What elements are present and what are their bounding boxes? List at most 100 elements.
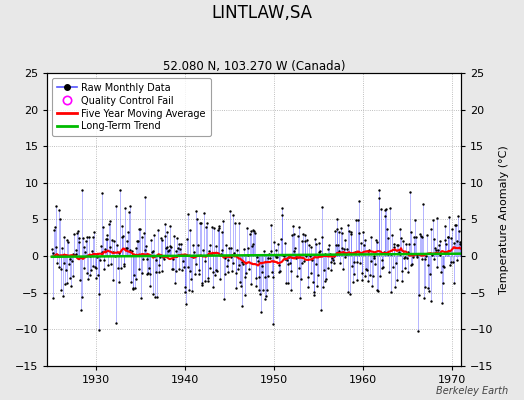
Point xyxy=(158,268,167,275)
Point xyxy=(48,295,57,301)
Point xyxy=(179,258,187,265)
Point xyxy=(364,278,372,284)
Point xyxy=(350,270,358,277)
Point xyxy=(398,278,407,284)
Point xyxy=(307,244,315,250)
Point xyxy=(91,264,99,270)
Point xyxy=(64,260,73,267)
Point xyxy=(330,253,338,260)
Point xyxy=(341,254,350,260)
Point xyxy=(281,256,290,262)
Point xyxy=(390,241,399,248)
Point xyxy=(48,246,56,252)
Point xyxy=(443,234,452,240)
Point xyxy=(318,234,326,240)
Point xyxy=(376,273,385,280)
Point xyxy=(157,236,166,243)
Point xyxy=(225,208,234,214)
Point xyxy=(243,245,252,251)
Point xyxy=(404,249,412,256)
Point xyxy=(119,233,127,240)
Point xyxy=(78,187,86,193)
Point xyxy=(325,242,333,248)
Point xyxy=(452,222,460,228)
Point xyxy=(257,268,266,275)
Point xyxy=(253,254,261,260)
Point xyxy=(115,249,124,256)
Point xyxy=(211,272,219,278)
Point xyxy=(332,226,341,232)
Point xyxy=(62,266,70,273)
Point xyxy=(377,205,385,212)
Point xyxy=(361,237,369,244)
Point xyxy=(312,260,320,267)
Point xyxy=(283,260,292,267)
Point xyxy=(272,246,281,253)
Point xyxy=(386,251,395,257)
Point xyxy=(97,249,106,256)
Point xyxy=(79,234,87,241)
Point xyxy=(320,266,328,273)
Point xyxy=(162,244,171,251)
Point xyxy=(312,241,321,248)
Point xyxy=(419,201,428,208)
Point xyxy=(163,229,172,236)
Point xyxy=(191,271,199,278)
Point xyxy=(206,242,215,248)
Point xyxy=(400,254,408,261)
Point xyxy=(273,254,281,260)
Point xyxy=(146,282,155,289)
Point xyxy=(299,231,308,237)
Point xyxy=(252,282,260,289)
Point xyxy=(175,240,183,247)
Point xyxy=(314,272,322,278)
Point xyxy=(111,253,119,259)
Point xyxy=(63,237,72,243)
Point xyxy=(413,254,421,260)
Point xyxy=(117,265,125,271)
Point xyxy=(286,260,294,266)
Point xyxy=(99,224,107,230)
Point xyxy=(208,224,216,230)
Point xyxy=(291,255,300,262)
Point xyxy=(100,257,108,263)
Point xyxy=(397,235,405,242)
Point xyxy=(207,251,215,257)
Point xyxy=(280,253,288,259)
Point xyxy=(105,218,114,224)
Point xyxy=(134,238,142,244)
Point xyxy=(250,228,258,234)
Point xyxy=(316,307,325,313)
Point xyxy=(198,282,206,288)
Point xyxy=(348,263,356,269)
Point xyxy=(181,289,190,295)
Point xyxy=(106,244,115,250)
Point xyxy=(385,269,394,275)
Point xyxy=(424,285,433,291)
Point xyxy=(430,236,439,242)
Point xyxy=(336,260,344,266)
Point xyxy=(434,242,443,248)
Point xyxy=(389,244,398,250)
Point xyxy=(321,278,329,284)
Point xyxy=(212,267,221,274)
Point xyxy=(420,295,428,302)
Point xyxy=(180,264,188,270)
Point xyxy=(365,247,373,254)
Point xyxy=(117,233,126,240)
Point xyxy=(212,243,220,249)
Point xyxy=(308,257,316,264)
Point xyxy=(409,233,418,240)
Point xyxy=(139,256,147,262)
Point xyxy=(203,278,212,284)
Point xyxy=(108,237,116,244)
Point xyxy=(152,256,160,263)
Point xyxy=(94,272,102,278)
Point xyxy=(228,267,236,274)
Point xyxy=(170,232,178,239)
Point xyxy=(373,239,381,245)
Point xyxy=(401,265,410,271)
Point xyxy=(132,245,140,252)
Legend: Raw Monthly Data, Quality Control Fail, Five Year Moving Average, Long-Term Tren: Raw Monthly Data, Quality Control Fail, … xyxy=(52,78,211,136)
Point xyxy=(388,232,396,239)
